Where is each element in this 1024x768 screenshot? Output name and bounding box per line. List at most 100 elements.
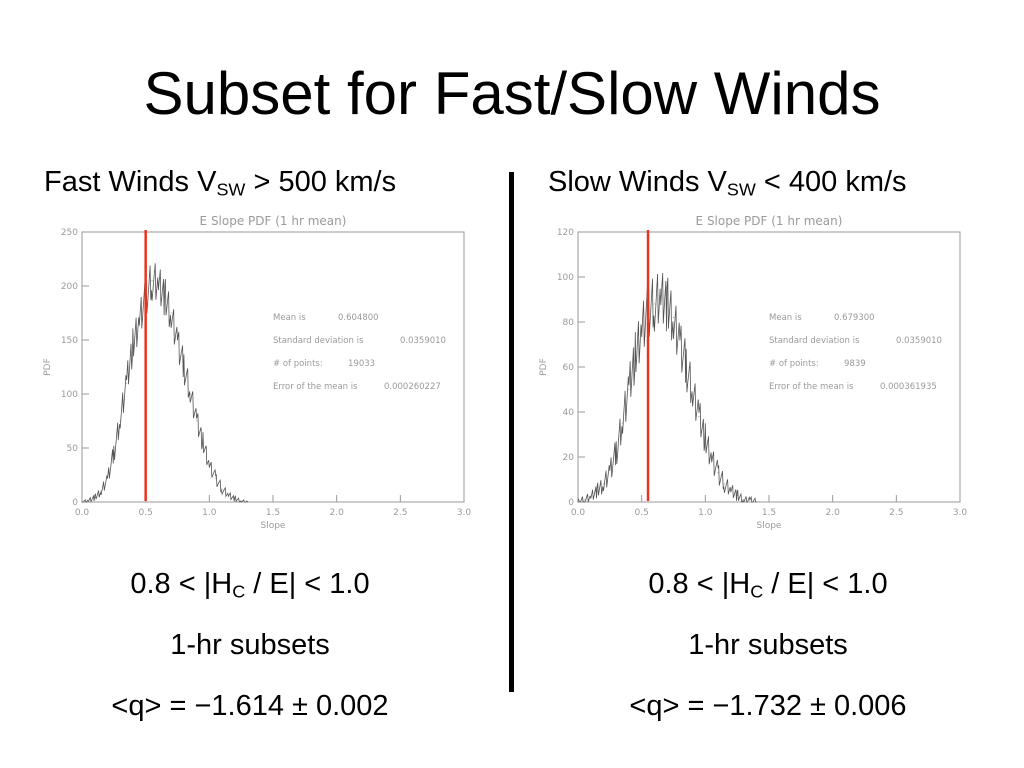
pdf-data-point <box>634 355 636 357</box>
y-tick-label: 100 <box>61 390 78 400</box>
pdf-data-point <box>240 500 242 502</box>
pdf-data-point <box>583 499 585 501</box>
pdf-data-point <box>730 490 732 492</box>
pdf-data-point <box>628 388 630 391</box>
y-tick-label: 20 <box>563 453 575 463</box>
chart-title: E Slope PDF (1 hr mean) <box>696 214 843 228</box>
pdf-data-point <box>698 415 700 418</box>
stat-value: 0.000361935 <box>880 382 937 392</box>
pdf-data-point <box>100 490 102 492</box>
x-tick-label: 0.0 <box>571 508 586 518</box>
stat-value: 0.604800 <box>338 313 379 323</box>
stat-label: Error of the mean is <box>273 382 358 392</box>
pdf-data-point <box>711 456 713 458</box>
pdf-data-point <box>717 472 719 474</box>
pdf-data-point <box>742 499 745 501</box>
slow-ratio-bound: / E| < 1.0 <box>763 568 888 600</box>
stat-label: Mean is <box>769 313 802 323</box>
slow-ratio-condition: 0.8 < |HC / E| < 1.0 <box>518 566 1018 609</box>
stat-label: Standard deviation is <box>273 336 364 346</box>
fast-ratio-text: 0.8 < |H <box>130 568 233 600</box>
pdf-data-point <box>246 501 249 503</box>
x-tick-label: 0.5 <box>635 508 649 518</box>
x-axis-label: Slope <box>757 521 782 531</box>
stat-label: # of points: <box>273 359 323 369</box>
pdf-data-point <box>692 393 694 395</box>
y-tick-label: 0 <box>72 498 78 508</box>
pdf-data-point <box>87 500 89 502</box>
pdf-data-point <box>641 325 643 328</box>
pdf-data-point <box>151 280 153 282</box>
fast-winds-chart: E Slope PDF (1 hr mean) 0.0 0.5 1.0 1.5 2.0 2.… <box>38 210 488 540</box>
slide-title: Subset for Fast/Slow Winds <box>143 60 881 127</box>
pdf-data-point <box>666 303 668 305</box>
stat-label: Standard deviation is <box>769 336 860 346</box>
pdf-data-point <box>679 339 681 341</box>
pdf-data-point <box>723 483 726 485</box>
pdf-data-point <box>704 438 706 440</box>
pdf-data-point <box>602 483 605 485</box>
y-tick-label: 60 <box>563 363 575 373</box>
chart-svg: E Slope PDF (1 hr mean) 0.0 0.5 1.0 1.5 2.0 2.… <box>539 214 968 531</box>
fast-ratio-bound: / E| < 1.0 <box>245 568 370 600</box>
y-tick-label: 120 <box>557 228 574 238</box>
pdf-data-point <box>196 420 198 422</box>
pdf-data-point <box>749 499 751 501</box>
fast-q-value: <q> = −1.614 ± 0.002 <box>111 690 389 722</box>
stat-value: 0.000260227 <box>384 382 441 392</box>
pdf-series-line <box>577 272 757 503</box>
pdf-data-point <box>736 494 738 496</box>
pdf-data-point <box>577 501 579 503</box>
stat-label: Error of the mean is <box>769 382 854 392</box>
stat-value: 0.679300 <box>834 313 875 323</box>
pdf-data-point <box>106 477 109 479</box>
y-tick-label: 200 <box>61 282 78 292</box>
pdf-data-point <box>164 296 166 298</box>
stat-value: 0.0359010 <box>896 336 942 346</box>
slow-subset-label: 1-hr subsets <box>688 629 848 661</box>
pdf-data-point <box>660 298 662 301</box>
pdf-data-point <box>189 393 191 395</box>
slow-q-value: <q> = −1.732 ± 0.006 <box>629 690 907 722</box>
chart-svg: E Slope PDF (1 hr mean) 0.0 0.5 1.0 1.5 2.0 2.… <box>43 214 472 531</box>
x-tick-label: 1.0 <box>202 508 217 518</box>
fast-winds-header: Fast Winds VSW > 500 km/s <box>44 164 396 207</box>
pdf-data-point <box>176 339 179 341</box>
y-tick-label: 0 <box>568 498 574 508</box>
y-tick-label: 40 <box>563 408 575 418</box>
y-axis-label: PDF <box>539 358 549 376</box>
pdf-data-point <box>621 422 624 424</box>
pdf-series-line <box>82 263 248 503</box>
x-axis-label: Slope <box>261 521 286 531</box>
pdf-data-point <box>653 303 655 305</box>
y-axis-label: PDF <box>43 358 53 376</box>
x-tick-label: 3.0 <box>457 508 472 518</box>
pdf-data-point <box>609 469 611 472</box>
y-tick-label: 80 <box>563 318 575 328</box>
stat-value: 0.0359010 <box>400 336 446 346</box>
x-tick-label: 3.0 <box>953 508 968 518</box>
pdf-data-point <box>685 366 687 368</box>
slow-winds-chart: E Slope PDF (1 hr mean) 0.0 0.5 1.0 1.5 2.0 2.… <box>534 210 984 540</box>
x-tick-label: 1.0 <box>698 508 713 518</box>
y-tick-label: 100 <box>557 273 574 283</box>
slow-winds-header: Slow Winds VSW < 400 km/s <box>548 164 907 207</box>
column-divider <box>509 172 514 692</box>
slow-ratio-subscript: C <box>750 581 764 602</box>
pdf-data-point <box>202 442 204 444</box>
x-tick-label: 1.5 <box>762 508 776 518</box>
stat-value: 9839 <box>844 359 866 369</box>
x-tick-label: 2.5 <box>889 508 903 518</box>
fast-ratio-condition: 0.8 < |HC / E| < 1.0 <box>0 566 500 609</box>
pdf-data-point <box>183 366 185 368</box>
x-tick-label: 2.0 <box>330 508 345 518</box>
x-tick-label: 1.5 <box>266 508 280 518</box>
stat-value: 19033 <box>348 359 375 369</box>
y-tick-label: 50 <box>67 444 79 454</box>
pdf-data-point <box>672 316 675 319</box>
fast-ratio-subscript: C <box>232 581 246 602</box>
slow-ratio-text: 0.8 < |H <box>648 568 751 600</box>
fast-winds-header-subscript: SW <box>216 179 246 200</box>
x-tick-label: 2.5 <box>393 508 407 518</box>
pdf-data-point <box>94 497 96 499</box>
